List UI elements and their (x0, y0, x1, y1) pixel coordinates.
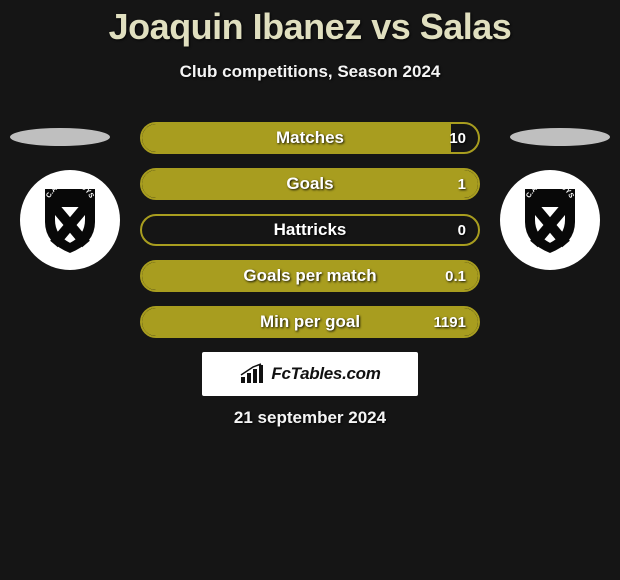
club-badge-left: C.A. ALL BOYS (20, 170, 120, 270)
stat-bar-label: Min per goal (142, 308, 478, 336)
stat-bar-value: 10 (449, 124, 466, 152)
stat-bar-label: Matches (142, 124, 478, 152)
shield-icon: C.A. ALL BOYS (40, 184, 100, 256)
stat-bar-label: Goals per match (142, 262, 478, 290)
stat-bar: Min per goal1191 (140, 306, 480, 338)
player-marker-right (510, 128, 610, 146)
stat-bar-value: 0.1 (445, 262, 466, 290)
player-marker-left (10, 128, 110, 146)
stat-bar: Hattricks0 (140, 214, 480, 246)
shield-icon: C.A. ALL BOYS (520, 184, 580, 256)
chart-icon (239, 363, 265, 385)
stats-bars: Matches10Goals1Hattricks0Goals per match… (140, 122, 480, 352)
stat-bar-value: 1191 (433, 308, 466, 336)
brand-text: FcTables.com (271, 364, 380, 384)
date-text: 21 september 2024 (0, 408, 620, 428)
stat-bar-label: Hattricks (142, 216, 478, 244)
stat-bar: Goals per match0.1 (140, 260, 480, 292)
brand-box: FcTables.com (202, 352, 418, 396)
page-title: Joaquin Ibanez vs Salas (0, 0, 620, 48)
stat-bar: Goals1 (140, 168, 480, 200)
page-subtitle: Club competitions, Season 2024 (0, 62, 620, 82)
stat-bar-value: 0 (458, 216, 466, 244)
stat-bar-label: Goals (142, 170, 478, 198)
club-badge-right: C.A. ALL BOYS (500, 170, 600, 270)
stat-bar-value: 1 (458, 170, 466, 198)
stat-bar: Matches10 (140, 122, 480, 154)
